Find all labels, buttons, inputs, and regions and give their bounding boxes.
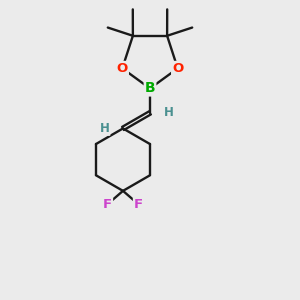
- Text: F: F: [103, 198, 112, 211]
- Text: B: B: [145, 82, 155, 95]
- Text: O: O: [172, 62, 183, 75]
- Text: F: F: [134, 198, 143, 211]
- Text: O: O: [117, 62, 128, 75]
- Text: H: H: [164, 106, 173, 119]
- Text: H: H: [100, 122, 110, 135]
